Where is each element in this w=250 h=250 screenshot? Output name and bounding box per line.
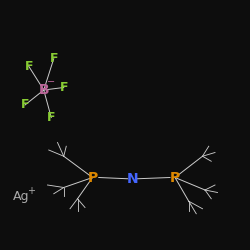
Text: P: P	[88, 170, 98, 184]
Text: N: N	[127, 172, 138, 186]
Text: F: F	[47, 111, 56, 124]
Text: B: B	[38, 83, 49, 97]
Text: Ag: Ag	[13, 190, 30, 203]
Text: F: F	[21, 98, 29, 112]
Text: −: −	[47, 78, 55, 88]
Text: F: F	[24, 60, 33, 73]
Text: +: +	[27, 186, 35, 196]
Text: F: F	[60, 81, 68, 94]
Text: P: P	[170, 170, 180, 184]
Text: F: F	[50, 52, 58, 65]
